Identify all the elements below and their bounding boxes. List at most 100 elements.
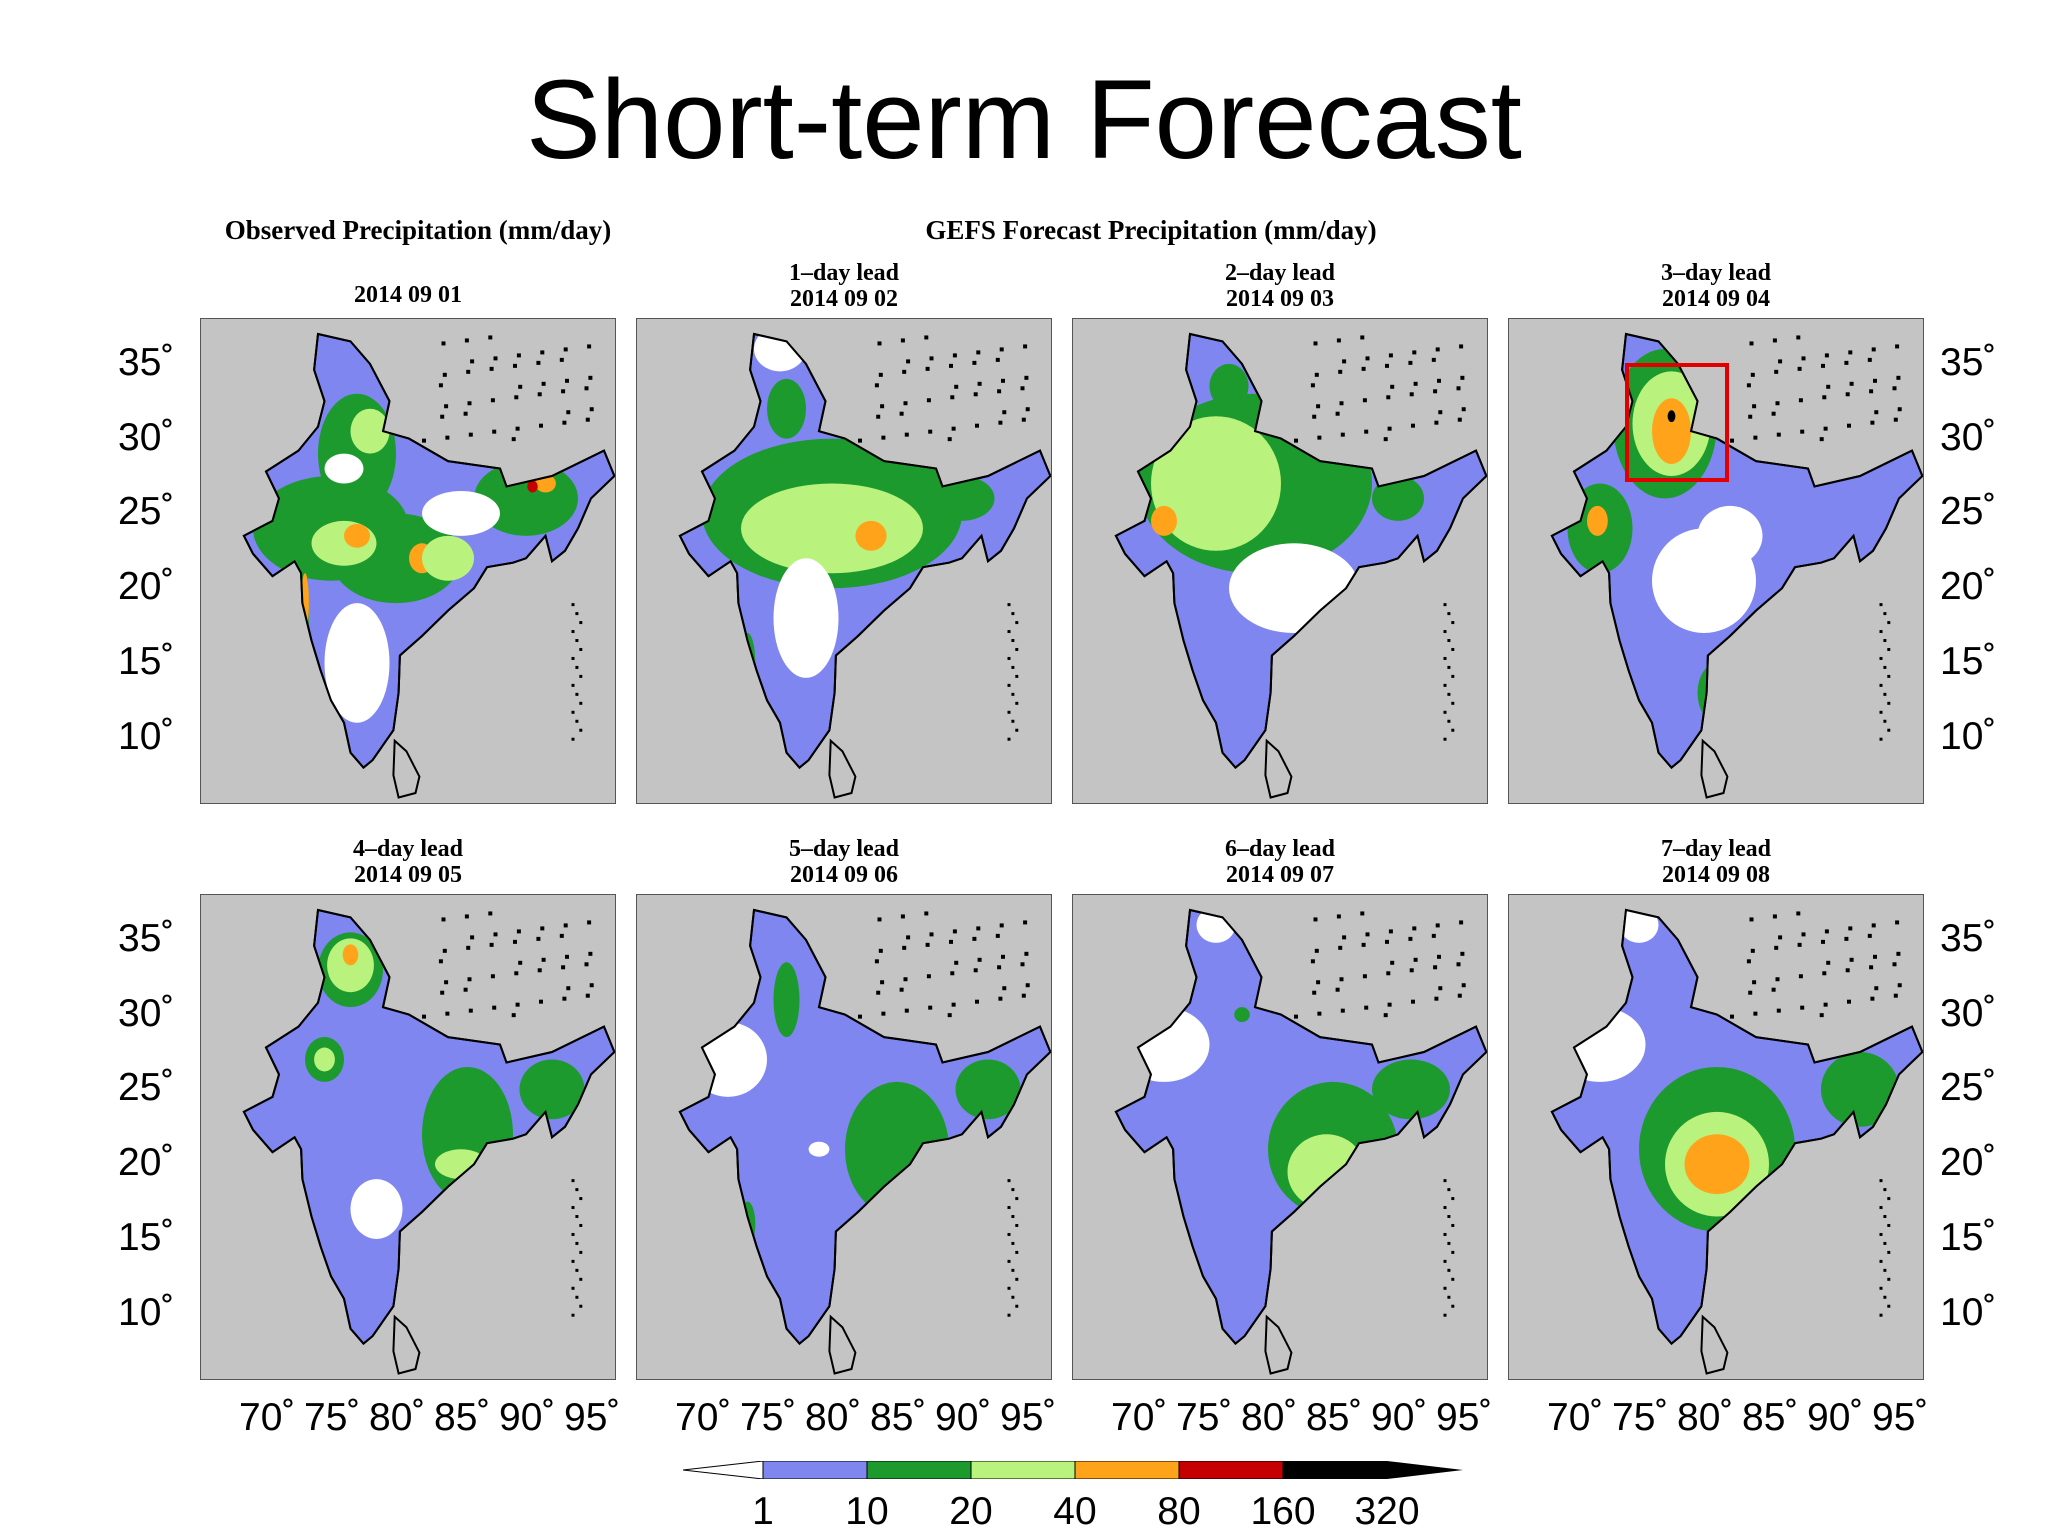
colorbar-level-label: 1 <box>752 1490 774 1533</box>
x-tick-label: 70˚ <box>239 1396 296 1439</box>
x-tick-label: 85˚ <box>870 1396 927 1439</box>
precip-area-white <box>1697 505 1763 566</box>
precip-area-green_light <box>422 535 474 581</box>
precip-area-green_light <box>314 1047 335 1072</box>
y-tick-label-right: 30˚ <box>1940 415 1997 459</box>
x-tick-label: 70˚ <box>1547 1396 1604 1439</box>
x-tick-label: 80˚ <box>1677 1396 1734 1439</box>
map-panel-lead2 <box>1072 318 1488 804</box>
x-tick-label: 85˚ <box>434 1396 491 1439</box>
x-tick-label: 90˚ <box>1807 1396 1864 1439</box>
panel-label-lead6: 6–day lead 2014 09 07 <box>1225 836 1335 888</box>
y-tick-label: 20˚ <box>118 565 175 609</box>
y-tick-label-right: 35˚ <box>1940 916 1997 960</box>
precip-area-white <box>689 1022 767 1097</box>
colorbar-level-label: 10 <box>845 1490 889 1533</box>
colorbar-low-arrow <box>683 1461 764 1479</box>
x-tick-label: 80˚ <box>1241 1396 1298 1439</box>
panel-label-lead7: 7–day lead 2014 09 08 <box>1661 836 1771 888</box>
precip-area-green_dark <box>773 962 800 1038</box>
y-tick-label: 35˚ <box>118 340 175 384</box>
x-tick-label: 75˚ <box>1612 1396 1669 1439</box>
map-panel-lead3 <box>1508 318 1924 804</box>
x-tick-label: 85˚ <box>1306 1396 1363 1439</box>
y-tick-label-right: 15˚ <box>1940 639 1997 683</box>
sri-lanka <box>392 738 421 799</box>
precip-area-green_dark <box>955 1059 1021 1120</box>
precip-area-green_light <box>350 408 390 454</box>
precip-area-white <box>808 1141 830 1157</box>
precip-area-red <box>527 480 538 493</box>
date-label: 2014 09 07 <box>1225 862 1334 888</box>
sri-lanka <box>828 1314 857 1375</box>
precip-area-green_light <box>1151 416 1281 551</box>
x-tick-label: 75˚ <box>1176 1396 1233 1439</box>
x-tick-label: 70˚ <box>675 1396 732 1439</box>
observed-header: Observed Precipitation (mm/day) <box>224 215 612 245</box>
date-label: 2014 09 01 <box>354 282 462 308</box>
y-tick-label: 15˚ <box>118 1215 175 1259</box>
precip-area-green_dark <box>1372 476 1424 521</box>
precip-area-green_dark <box>1234 1007 1250 1023</box>
y-tick-label: 25˚ <box>118 490 175 534</box>
lead-label: 2–day lead <box>1224 260 1336 286</box>
y-tick-label-right: 25˚ <box>1940 490 1997 534</box>
precip-area-black <box>1667 410 1676 423</box>
precip-area-green_dark <box>767 378 806 439</box>
lead-label: 5–day lead <box>788 836 900 862</box>
y-tick-label-right: 35˚ <box>1940 340 1997 384</box>
sri-lanka <box>1264 1314 1293 1375</box>
precip-area-orange <box>1684 1134 1750 1195</box>
precip-area-green_dark <box>422 1066 513 1202</box>
colorbar-level-label: 160 <box>1250 1490 1316 1533</box>
map-panel-observed <box>200 318 616 804</box>
forecast-header: GEFS Forecast Precipitation (mm/day) <box>925 215 1377 245</box>
precip-area-white <box>243 1052 260 1097</box>
map-panel-lead5 <box>636 894 1052 1380</box>
y-tick-label: 35˚ <box>118 916 175 960</box>
y-tick-label: 10˚ <box>118 714 175 758</box>
x-tick-label: 80˚ <box>805 1396 862 1439</box>
panel-label-lead1: 1–day lead 2014 09 02 <box>789 260 899 312</box>
precip-area-green_dark <box>845 1081 949 1217</box>
precip-area-orange <box>1652 398 1691 465</box>
colorbar-level-label: 20 <box>949 1490 993 1533</box>
y-tick-label: 30˚ <box>118 415 175 459</box>
y-tick-label: 15˚ <box>118 639 175 683</box>
y-tick-label-right: 25˚ <box>1940 1066 1997 1110</box>
precip-area-orange <box>1333 1203 1359 1216</box>
precip-area-white <box>324 603 390 723</box>
x-tick-label: 90˚ <box>935 1396 992 1439</box>
date-label: 2014 09 04 <box>1661 286 1770 312</box>
precip-area-white <box>1554 1007 1646 1082</box>
slide-title: Short-term Forecast <box>526 57 1522 182</box>
precip-area-orange <box>1587 505 1608 536</box>
panel-label-lead3: 3–day lead 2014 09 04 <box>1661 260 1771 312</box>
precip-area-green_dark <box>519 1059 585 1120</box>
x-tick-label: 95˚ <box>1872 1396 1929 1439</box>
y-tick-label-right: 20˚ <box>1940 565 1997 609</box>
map-panel-lead7 <box>1508 894 1924 1380</box>
precip-area-green_light <box>1287 1134 1366 1210</box>
colorbar-segment <box>970 1461 1076 1479</box>
date-label: 2014 09 06 <box>789 862 898 888</box>
x-tick-label: 75˚ <box>740 1396 797 1439</box>
precip-area-white <box>1229 543 1359 634</box>
sri-lanka <box>1264 738 1293 799</box>
y-tick-label: 10˚ <box>118 1290 175 1334</box>
y-tick-label-right: 15˚ <box>1940 1215 1997 1259</box>
x-tick-label: 95˚ <box>1436 1396 1493 1439</box>
precip-area-white <box>754 334 806 372</box>
precip-area-white <box>773 558 839 678</box>
x-tick-label: 95˚ <box>564 1396 621 1439</box>
y-tick-label-right: 10˚ <box>1940 714 1997 758</box>
y-tick-label: 25˚ <box>118 1066 175 1110</box>
map-panel-lead4 <box>200 894 616 1380</box>
colorbar-segment <box>1074 1461 1180 1479</box>
panel-label-lead5: 5–day lead 2014 09 06 <box>789 836 899 888</box>
colorbar-segment <box>762 1461 868 1479</box>
colorbar-segment <box>1178 1461 1284 1479</box>
lead-label: 3–day lead <box>1660 260 1772 286</box>
x-tick-label: 70˚ <box>1111 1396 1168 1439</box>
x-tick-label: 90˚ <box>1371 1396 1428 1439</box>
